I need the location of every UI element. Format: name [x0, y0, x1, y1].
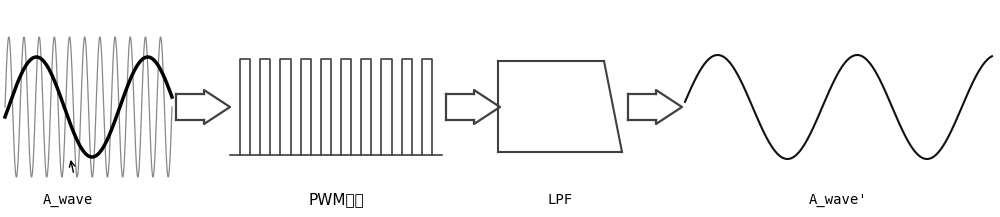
Text: A_wave': A_wave' [809, 193, 868, 207]
Text: LPF: LPF [547, 193, 573, 207]
Text: PWM脉冲: PWM脉冲 [308, 192, 364, 207]
Text: A_wave: A_wave [43, 193, 93, 207]
